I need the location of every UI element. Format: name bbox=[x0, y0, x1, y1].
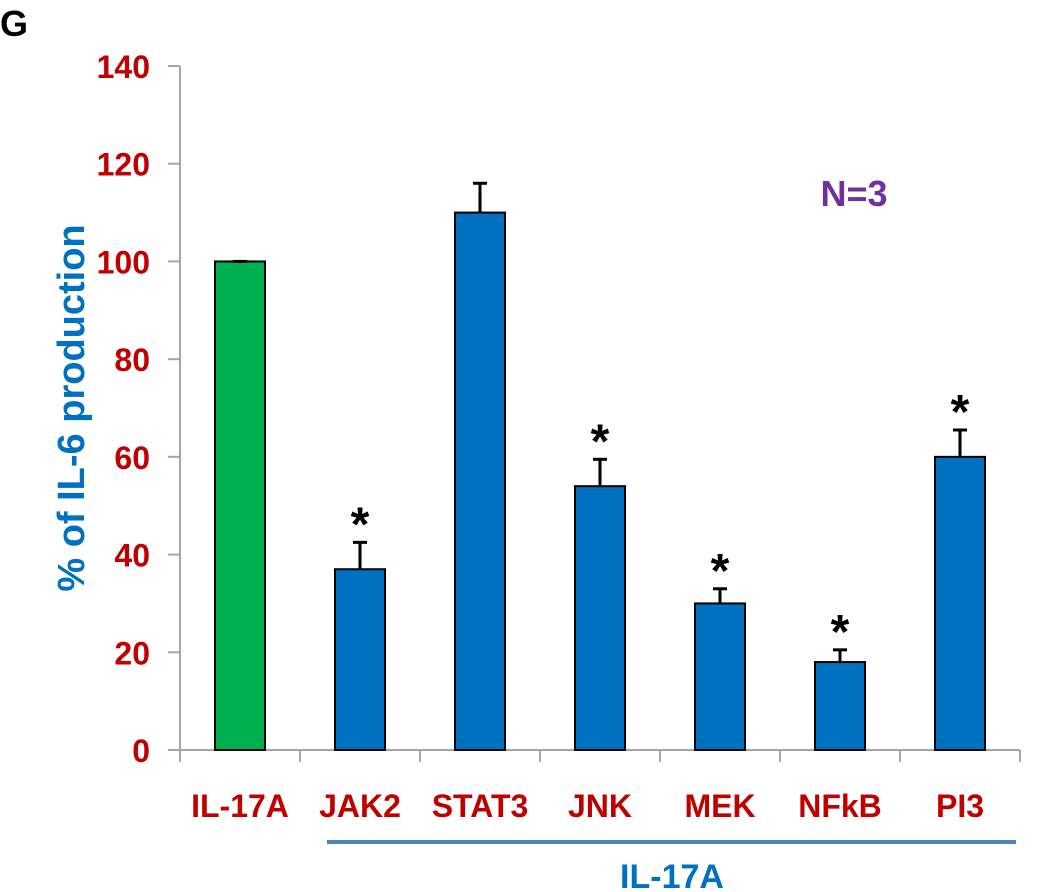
x-tick-labels: IL-17A JAK2 STAT3 JNK MEK NFkB PI3 bbox=[191, 788, 984, 824]
significance-marker: * bbox=[951, 386, 970, 439]
x-tick-label: NFkB bbox=[798, 788, 882, 824]
x-tick-label: JNK bbox=[568, 788, 632, 824]
significance-marker: * bbox=[831, 606, 850, 659]
bars: * * * * * bbox=[214, 181, 986, 752]
y-tick-label: 40 bbox=[114, 538, 150, 574]
y-tick-label: 0 bbox=[132, 733, 150, 769]
y-tick-label: 60 bbox=[114, 440, 150, 476]
significance-marker: * bbox=[591, 415, 610, 468]
x-tick-label: PI3 bbox=[936, 788, 984, 824]
significance-marker: * bbox=[711, 545, 730, 598]
y-tick-label: 20 bbox=[114, 635, 150, 671]
group-label: IL-17A bbox=[620, 858, 724, 892]
y-tick-label: 100 bbox=[97, 244, 150, 280]
x-tick-label: STAT3 bbox=[432, 788, 529, 824]
y-tick-label: 140 bbox=[97, 49, 150, 85]
bar-il-17a bbox=[214, 260, 266, 751]
x-tick-label: JAK2 bbox=[319, 788, 401, 824]
y-ticks: 0 20 40 60 80 100 120 140 bbox=[97, 49, 180, 769]
bar-nfkb bbox=[814, 661, 866, 751]
y-tick-label: 80 bbox=[114, 342, 150, 378]
y-tick-label: 120 bbox=[97, 147, 150, 183]
panel-label: G bbox=[0, 3, 28, 44]
sample-size-annotation: N=3 bbox=[820, 173, 887, 214]
significance-marker: * bbox=[351, 498, 370, 551]
bar-stat3 bbox=[454, 211, 506, 752]
bar-jnk bbox=[574, 485, 626, 751]
x-tick-label: MEK bbox=[684, 788, 755, 824]
bar-jak2 bbox=[334, 568, 386, 751]
bar-mek bbox=[694, 602, 746, 752]
x-tick-label: IL-17A bbox=[191, 788, 289, 824]
bar-pi3 bbox=[934, 455, 986, 751]
y-axis-label: % of IL-6 production bbox=[51, 224, 93, 591]
